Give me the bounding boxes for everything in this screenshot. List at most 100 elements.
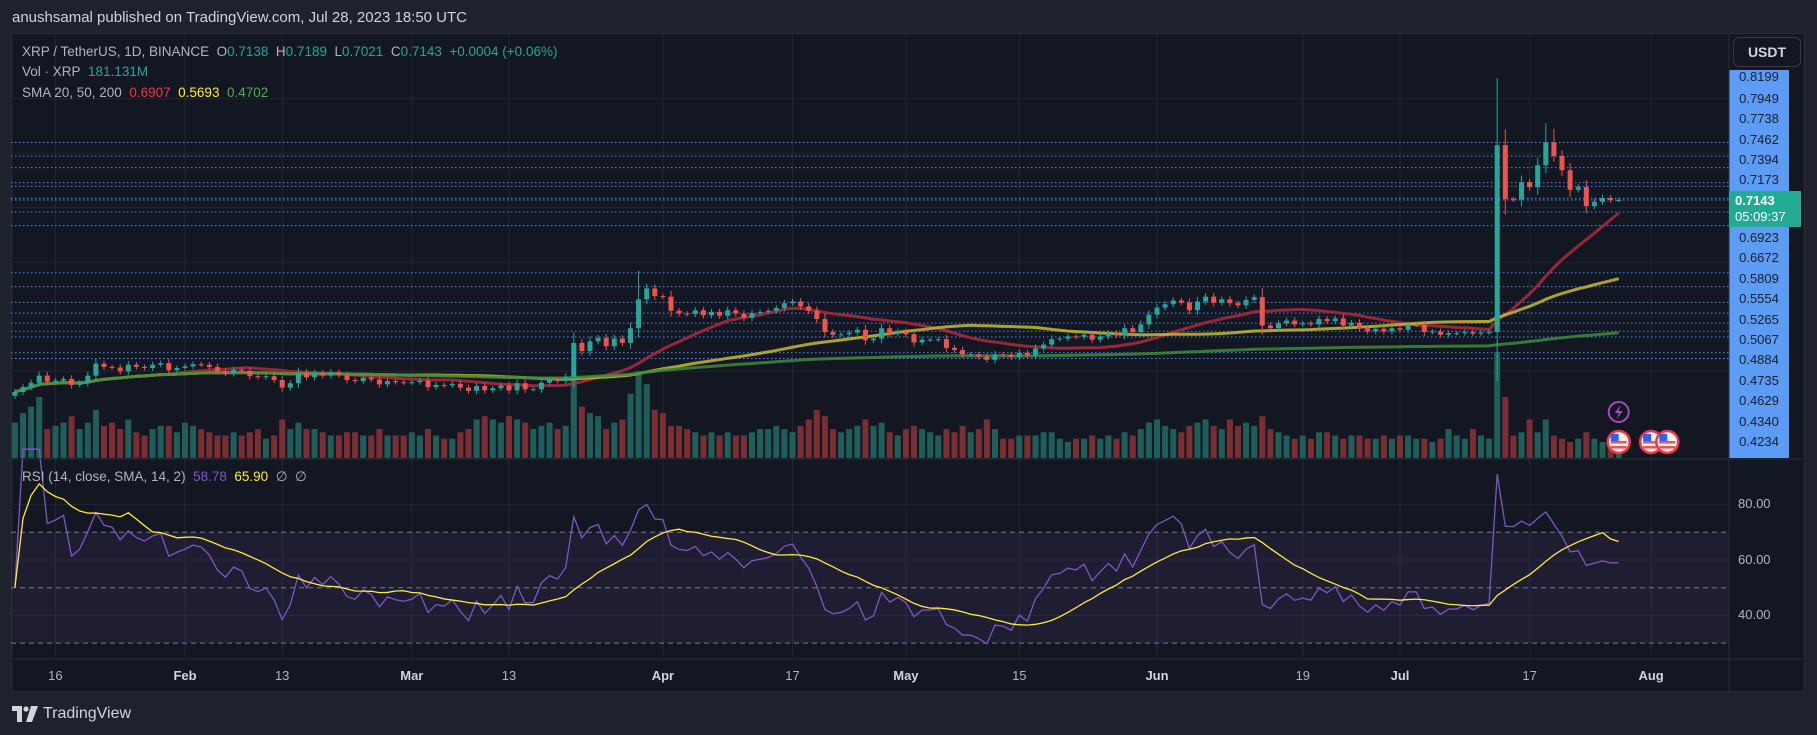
candle[interactable] — [1203, 293, 1209, 305]
lightning-icon[interactable] — [1607, 401, 1630, 423]
candle[interactable] — [887, 324, 893, 338]
candle[interactable] — [725, 306, 731, 320]
candle[interactable] — [668, 290, 674, 317]
candle[interactable] — [457, 380, 463, 391]
candle[interactable] — [619, 335, 625, 347]
candle[interactable] — [28, 379, 34, 391]
candle[interactable] — [1527, 178, 1533, 191]
candle[interactable] — [255, 373, 261, 380]
candle[interactable] — [1429, 329, 1435, 335]
candle[interactable] — [1454, 330, 1460, 336]
candle[interactable] — [911, 330, 917, 347]
candle[interactable] — [895, 328, 901, 337]
candle[interactable] — [603, 333, 609, 351]
candle[interactable] — [1114, 330, 1119, 339]
candle[interactable] — [1041, 341, 1047, 352]
candle[interactable] — [636, 270, 642, 338]
candle[interactable] — [198, 361, 204, 368]
candle[interactable] — [77, 380, 83, 388]
candle[interactable] — [927, 337, 933, 342]
candle[interactable] — [854, 327, 860, 336]
candle[interactable] — [449, 381, 455, 389]
candle[interactable] — [1105, 330, 1111, 340]
candle[interactable] — [1608, 195, 1614, 203]
candle[interactable] — [1308, 320, 1314, 327]
candle[interactable] — [490, 385, 496, 394]
sma-legend[interactable]: SMA 20, 50, 200 0.6907 0.5693 0.4702 — [22, 85, 269, 100]
candle[interactable] — [822, 313, 828, 338]
candle[interactable] — [93, 358, 99, 381]
candle[interactable] — [862, 325, 868, 345]
candle[interactable] — [1389, 325, 1395, 335]
candle[interactable] — [1405, 321, 1411, 334]
symbol-title[interactable]: XRP / TetherUS, 1D, BINANCE — [22, 44, 210, 59]
candle[interactable] — [1357, 319, 1362, 332]
candle[interactable] — [1276, 319, 1281, 332]
candle[interactable] — [1519, 175, 1524, 207]
candle[interactable] — [1486, 329, 1492, 335]
candle[interactable] — [1373, 325, 1379, 335]
candle[interactable] — [263, 373, 269, 380]
candle[interactable] — [1186, 298, 1192, 315]
candle[interactable] — [320, 370, 326, 379]
candle[interactable] — [1170, 297, 1176, 308]
candle[interactable] — [498, 382, 504, 392]
candle[interactable] — [1575, 184, 1581, 193]
candle[interactable] — [1251, 294, 1257, 303]
volume-legend[interactable]: Vol · XRP 181.131M — [22, 64, 149, 79]
candle[interactable] — [1146, 309, 1152, 330]
candle[interactable] — [506, 382, 512, 394]
candle[interactable] — [538, 378, 544, 394]
candle[interactable] — [125, 360, 131, 376]
candle[interactable] — [1551, 128, 1557, 162]
candle[interactable] — [660, 293, 666, 299]
candle[interactable] — [935, 336, 941, 342]
candle[interactable] — [1543, 123, 1549, 174]
candle[interactable] — [684, 311, 690, 317]
candle[interactable] — [247, 367, 253, 380]
candle[interactable] — [1057, 336, 1063, 342]
candle[interactable] — [1000, 352, 1006, 358]
candle[interactable] — [1324, 316, 1330, 324]
candle[interactable] — [749, 309, 755, 322]
candle[interactable] — [984, 353, 990, 363]
candle[interactable] — [514, 379, 520, 395]
candle[interactable] — [1616, 197, 1622, 203]
candle[interactable] — [1219, 296, 1225, 306]
candle[interactable] — [838, 331, 844, 338]
candle[interactable] — [1316, 315, 1322, 328]
candle[interactable] — [239, 367, 245, 374]
candle[interactable] — [1381, 325, 1387, 335]
candle[interactable] — [279, 375, 285, 392]
candle[interactable] — [846, 330, 852, 337]
candle[interactable] — [1600, 194, 1605, 205]
candle[interactable] — [830, 329, 836, 338]
candle[interactable] — [943, 334, 949, 353]
candle[interactable] — [1259, 287, 1265, 335]
candle[interactable] — [425, 376, 431, 391]
candle[interactable] — [1397, 325, 1403, 333]
candle[interactable] — [401, 379, 407, 386]
candle[interactable] — [1348, 319, 1354, 329]
candle[interactable] — [441, 382, 447, 388]
candle[interactable] — [773, 305, 779, 314]
candle[interactable] — [117, 364, 123, 375]
candle[interactable] — [676, 307, 682, 317]
currency-button[interactable]: USDT — [1733, 37, 1801, 67]
candle[interactable] — [952, 345, 957, 353]
candle[interactable] — [530, 387, 536, 392]
candle[interactable] — [36, 371, 42, 387]
candle[interactable] — [1413, 322, 1419, 328]
candle[interactable] — [1235, 300, 1241, 309]
candle[interactable] — [781, 299, 787, 312]
candle[interactable] — [133, 362, 139, 370]
candle[interactable] — [879, 323, 885, 344]
candle[interactable] — [12, 388, 18, 399]
candle[interactable] — [1284, 317, 1290, 327]
candle[interactable] — [1591, 198, 1597, 210]
candle[interactable] — [571, 332, 577, 388]
candle[interactable] — [1267, 322, 1273, 332]
candle[interactable] — [1211, 292, 1217, 307]
candle[interactable] — [1024, 349, 1030, 359]
candle[interactable] — [1292, 317, 1298, 328]
